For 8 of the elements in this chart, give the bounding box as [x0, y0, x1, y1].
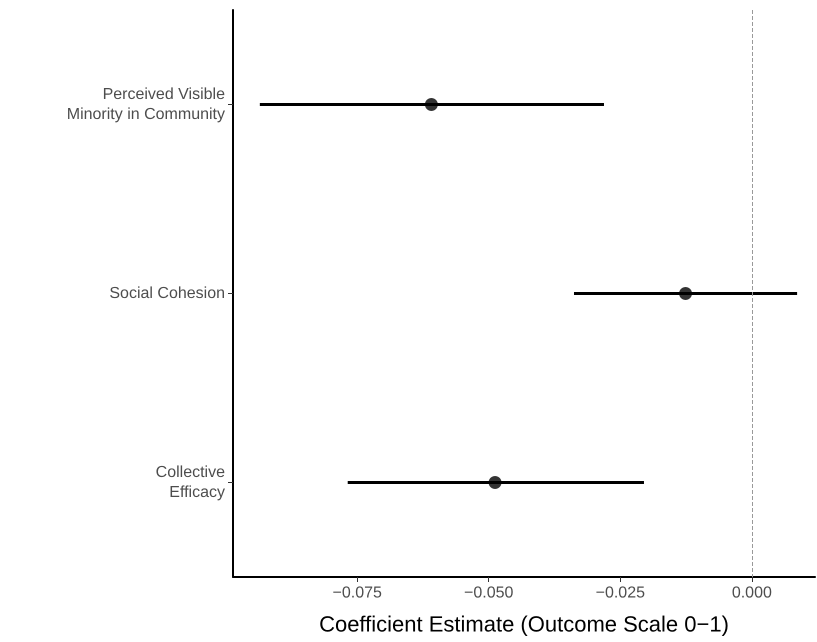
x-tick-label: 0.000 [732, 584, 772, 602]
x-axis-title: Coefficient Estimate (Outcome Scale 0−1) [319, 612, 729, 636]
x-tick-label: −0.050 [464, 584, 514, 602]
x-tick-label: −0.025 [596, 584, 646, 602]
x-tick-label: −0.075 [332, 584, 382, 602]
y-tick-label: Perceived Visible Minority in Community [66, 86, 226, 123]
y-tick-label: Social Cohesion [109, 285, 225, 302]
y-tick-label: Collective Efficacy [156, 464, 226, 501]
